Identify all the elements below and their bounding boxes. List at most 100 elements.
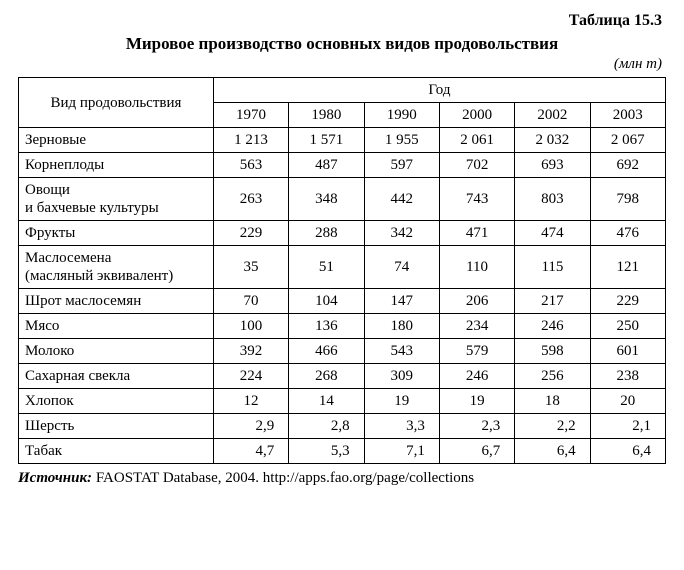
- cell-value: 1 955: [364, 128, 439, 153]
- cell-value: 598: [515, 339, 590, 364]
- cell-value: 2,3: [439, 414, 514, 439]
- cell-value: 35: [213, 246, 288, 289]
- table-number: Таблица 15.3: [18, 12, 662, 30]
- col-header-year: 2000: [439, 103, 514, 128]
- cell-value: 392: [213, 339, 288, 364]
- cell-value: 288: [289, 221, 364, 246]
- cell-value: 229: [213, 221, 288, 246]
- cell-value: 180: [364, 314, 439, 339]
- row-category: Сахарная свекла: [19, 364, 214, 389]
- cell-value: 342: [364, 221, 439, 246]
- cell-value: 14: [289, 389, 364, 414]
- table-row: Овощии бахчевые культуры2633484427438037…: [19, 178, 666, 221]
- table-row: Шерсть2,92,83,32,32,22,1: [19, 414, 666, 439]
- cell-value: 115: [515, 246, 590, 289]
- cell-value: 206: [439, 289, 514, 314]
- cell-value: 487: [289, 153, 364, 178]
- cell-value: 100: [213, 314, 288, 339]
- cell-value: 217: [515, 289, 590, 314]
- cell-value: 471: [439, 221, 514, 246]
- row-category: Молоко: [19, 339, 214, 364]
- cell-value: 563: [213, 153, 288, 178]
- row-category: Мясо: [19, 314, 214, 339]
- col-header-year: 2002: [515, 103, 590, 128]
- cell-value: 51: [289, 246, 364, 289]
- cell-value: 2 032: [515, 128, 590, 153]
- cell-value: 2,2: [515, 414, 590, 439]
- cell-value: 12: [213, 389, 288, 414]
- table-body: Зерновые1 2131 5711 9552 0612 0322 067Ко…: [19, 128, 666, 464]
- cell-value: 224: [213, 364, 288, 389]
- col-header-year: 1970: [213, 103, 288, 128]
- cell-value: 121: [590, 246, 665, 289]
- cell-value: 229: [590, 289, 665, 314]
- cell-value: 442: [364, 178, 439, 221]
- cell-value: 18: [515, 389, 590, 414]
- cell-value: 246: [439, 364, 514, 389]
- row-category: Табак: [19, 439, 214, 464]
- cell-value: 136: [289, 314, 364, 339]
- table-row: Зерновые1 2131 5711 9552 0612 0322 067: [19, 128, 666, 153]
- row-category: Маслосемена(масляный эквивалент): [19, 246, 214, 289]
- cell-value: 309: [364, 364, 439, 389]
- cell-value: 5,3: [289, 439, 364, 464]
- col-header-year: 2003: [590, 103, 665, 128]
- cell-value: 702: [439, 153, 514, 178]
- cell-value: 466: [289, 339, 364, 364]
- cell-value: 4,7: [213, 439, 288, 464]
- cell-value: 3,3: [364, 414, 439, 439]
- table-row: Мясо100136180234246250: [19, 314, 666, 339]
- col-header-year-group: Год: [213, 78, 665, 103]
- cell-value: 2,1: [590, 414, 665, 439]
- cell-value: 19: [439, 389, 514, 414]
- table-row: Шрот маслосемян70104147206217229: [19, 289, 666, 314]
- cell-value: 2,8: [289, 414, 364, 439]
- cell-value: 2,9: [213, 414, 288, 439]
- cell-value: 798: [590, 178, 665, 221]
- cell-value: 7,1: [364, 439, 439, 464]
- table-row: Сахарная свекла224268309246256238: [19, 364, 666, 389]
- table-row: Молоко392466543579598601: [19, 339, 666, 364]
- cell-value: 743: [439, 178, 514, 221]
- table-row: Корнеплоды563487597702693692: [19, 153, 666, 178]
- cell-value: 74: [364, 246, 439, 289]
- cell-value: 601: [590, 339, 665, 364]
- cell-value: 579: [439, 339, 514, 364]
- table-row: Фрукты229288342471474476: [19, 221, 666, 246]
- table-row: Маслосемена(масляный эквивалент)355174 11…: [19, 246, 666, 289]
- cell-value: 6,7: [439, 439, 514, 464]
- cell-value: 246: [515, 314, 590, 339]
- cell-value: 474: [515, 221, 590, 246]
- cell-value: 693: [515, 153, 590, 178]
- row-category: Шерсть: [19, 414, 214, 439]
- row-category: Фрукты: [19, 221, 214, 246]
- cell-value: 2 067: [590, 128, 665, 153]
- cell-value: 20: [590, 389, 665, 414]
- cell-value: 597: [364, 153, 439, 178]
- row-category: Хлопок: [19, 389, 214, 414]
- data-table: Вид продовольствия Год 1970 1980 1990 20…: [18, 77, 666, 464]
- table-header: Вид продовольствия Год 1970 1980 1990 20…: [19, 78, 666, 128]
- cell-value: 348: [289, 178, 364, 221]
- cell-value: 692: [590, 153, 665, 178]
- cell-value: 70: [213, 289, 288, 314]
- table-units: (млн т): [18, 56, 662, 73]
- cell-value: 543: [364, 339, 439, 364]
- cell-value: 6,4: [515, 439, 590, 464]
- cell-value: 268: [289, 364, 364, 389]
- cell-value: 104: [289, 289, 364, 314]
- table-source: Источник: FAOSTAT Database, 2004. http:/…: [18, 470, 666, 487]
- cell-value: 1 213: [213, 128, 288, 153]
- cell-value: 803: [515, 178, 590, 221]
- col-header-year: 1990: [364, 103, 439, 128]
- row-category: Шрот маслосемян: [19, 289, 214, 314]
- cell-value: 256: [515, 364, 590, 389]
- row-category: Овощии бахчевые культуры: [19, 178, 214, 221]
- cell-value: 263: [213, 178, 288, 221]
- cell-value: 6,4: [590, 439, 665, 464]
- cell-value: 476: [590, 221, 665, 246]
- cell-value: 1 571: [289, 128, 364, 153]
- cell-value: 19: [364, 389, 439, 414]
- cell-value: 2 061: [439, 128, 514, 153]
- cell-value: 250: [590, 314, 665, 339]
